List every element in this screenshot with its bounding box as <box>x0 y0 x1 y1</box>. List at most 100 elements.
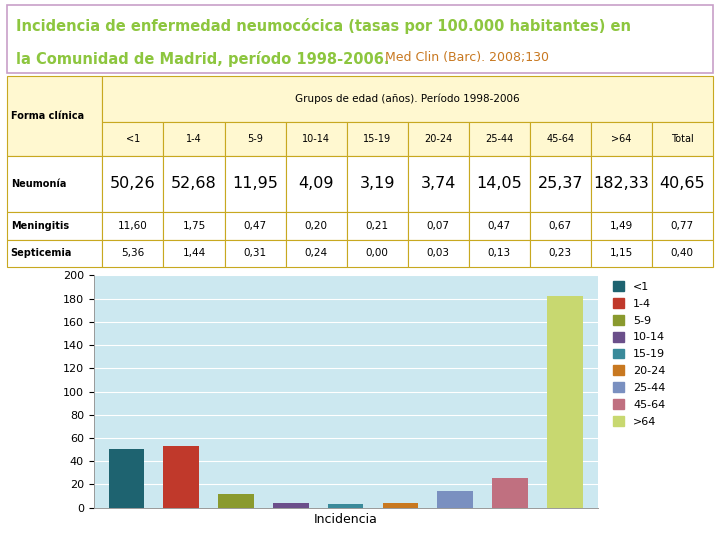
Text: 20-24: 20-24 <box>424 134 452 144</box>
Bar <box>328 504 364 508</box>
Text: 0,00: 0,00 <box>366 248 389 259</box>
Text: 0,40: 0,40 <box>671 248 694 259</box>
Text: 14,05: 14,05 <box>477 177 522 191</box>
Text: Incidencia de enfermedad neumocócica (tasas por 100.000 habitantes) en: Incidencia de enfermedad neumocócica (ta… <box>16 17 631 33</box>
Text: 25,37: 25,37 <box>537 177 583 191</box>
Text: 3,19: 3,19 <box>359 177 395 191</box>
Bar <box>102 156 163 212</box>
Text: 3,74: 3,74 <box>420 177 456 191</box>
Text: 0,03: 0,03 <box>427 248 450 259</box>
Bar <box>408 212 469 240</box>
Text: Neumonía: Neumonía <box>11 179 66 189</box>
Text: 0,13: 0,13 <box>487 248 510 259</box>
Bar <box>652 122 713 156</box>
Bar <box>408 122 469 156</box>
Bar <box>547 296 582 508</box>
Bar <box>469 240 530 267</box>
Text: 0,21: 0,21 <box>366 221 389 231</box>
Bar <box>286 212 346 240</box>
Text: 15-19: 15-19 <box>363 134 391 144</box>
Bar <box>225 156 286 212</box>
Text: Meningitis: Meningitis <box>11 221 69 231</box>
Bar <box>469 212 530 240</box>
Bar <box>346 122 408 156</box>
Text: 1,44: 1,44 <box>182 248 206 259</box>
Bar <box>163 122 225 156</box>
Bar <box>346 156 408 212</box>
Text: 50,26: 50,26 <box>110 177 156 191</box>
Bar <box>530 212 590 240</box>
Text: 45-64: 45-64 <box>546 134 575 144</box>
Text: Forma clínica: Forma clínica <box>11 111 84 121</box>
Bar <box>163 447 199 508</box>
Legend: <1, 1-4, 5-9, 10-14, 15-19, 20-24, 25-44, 45-64, >64: <1, 1-4, 5-9, 10-14, 15-19, 20-24, 25-44… <box>613 281 665 427</box>
Bar <box>102 76 713 122</box>
Bar <box>530 122 590 156</box>
Bar <box>590 212 652 240</box>
Text: 1-4: 1-4 <box>186 134 202 144</box>
Text: Total: Total <box>671 134 693 144</box>
Bar <box>163 212 225 240</box>
Text: 1,15: 1,15 <box>610 248 633 259</box>
Text: 0,23: 0,23 <box>549 248 572 259</box>
Bar <box>590 156 652 212</box>
Bar <box>225 212 286 240</box>
Text: 4,09: 4,09 <box>298 177 334 191</box>
Text: la Comunidad de Madrid, período 1998-2006.: la Comunidad de Madrid, período 1998-200… <box>16 51 390 68</box>
Bar <box>382 503 418 508</box>
Bar <box>492 478 528 508</box>
Text: 0,31: 0,31 <box>243 248 266 259</box>
Bar <box>109 449 144 508</box>
Text: 0,47: 0,47 <box>487 221 510 231</box>
Bar <box>346 240 408 267</box>
Text: 10-14: 10-14 <box>302 134 330 144</box>
Bar <box>7 212 102 240</box>
Bar <box>469 122 530 156</box>
Bar <box>225 122 286 156</box>
Bar <box>102 240 163 267</box>
Bar <box>273 503 309 508</box>
Bar <box>408 156 469 212</box>
Bar <box>590 122 652 156</box>
Text: 182,33: 182,33 <box>593 177 649 191</box>
Bar <box>163 156 225 212</box>
Text: Med Clin (Barc). 2008;130: Med Clin (Barc). 2008;130 <box>381 51 549 64</box>
Text: 5-9: 5-9 <box>247 134 263 144</box>
X-axis label: Incidencia: Incidencia <box>314 513 377 526</box>
Bar <box>286 122 346 156</box>
Text: 40,65: 40,65 <box>660 177 705 191</box>
Text: 0,67: 0,67 <box>549 221 572 231</box>
Bar <box>7 156 102 212</box>
Text: 11,95: 11,95 <box>232 177 278 191</box>
Bar <box>163 240 225 267</box>
Bar <box>7 240 102 267</box>
Text: 25-44: 25-44 <box>485 134 513 144</box>
Text: 0,24: 0,24 <box>305 248 328 259</box>
Bar <box>530 156 590 212</box>
Bar <box>7 76 102 156</box>
Text: 0,07: 0,07 <box>427 221 450 231</box>
Bar <box>102 122 163 156</box>
Text: 0,77: 0,77 <box>671 221 694 231</box>
Bar <box>225 240 286 267</box>
Bar <box>652 156 713 212</box>
Text: Grupos de edad (años). Período 1998-2006: Grupos de edad (años). Período 1998-2006 <box>295 93 520 104</box>
Text: 11,60: 11,60 <box>118 221 148 231</box>
Text: <1: <1 <box>126 134 140 144</box>
Bar <box>218 494 254 508</box>
Bar <box>590 240 652 267</box>
Bar <box>652 212 713 240</box>
Text: 5,36: 5,36 <box>122 248 145 259</box>
Bar <box>102 212 163 240</box>
Text: Septicemia: Septicemia <box>11 248 72 259</box>
Bar <box>652 240 713 267</box>
Text: 1,49: 1,49 <box>610 221 633 231</box>
Text: 0,47: 0,47 <box>243 221 266 231</box>
Text: 52,68: 52,68 <box>171 177 217 191</box>
Bar <box>286 156 346 212</box>
Bar <box>530 240 590 267</box>
Bar <box>286 240 346 267</box>
Text: 0,20: 0,20 <box>305 221 328 231</box>
Bar <box>408 240 469 267</box>
Text: 1,75: 1,75 <box>182 221 206 231</box>
